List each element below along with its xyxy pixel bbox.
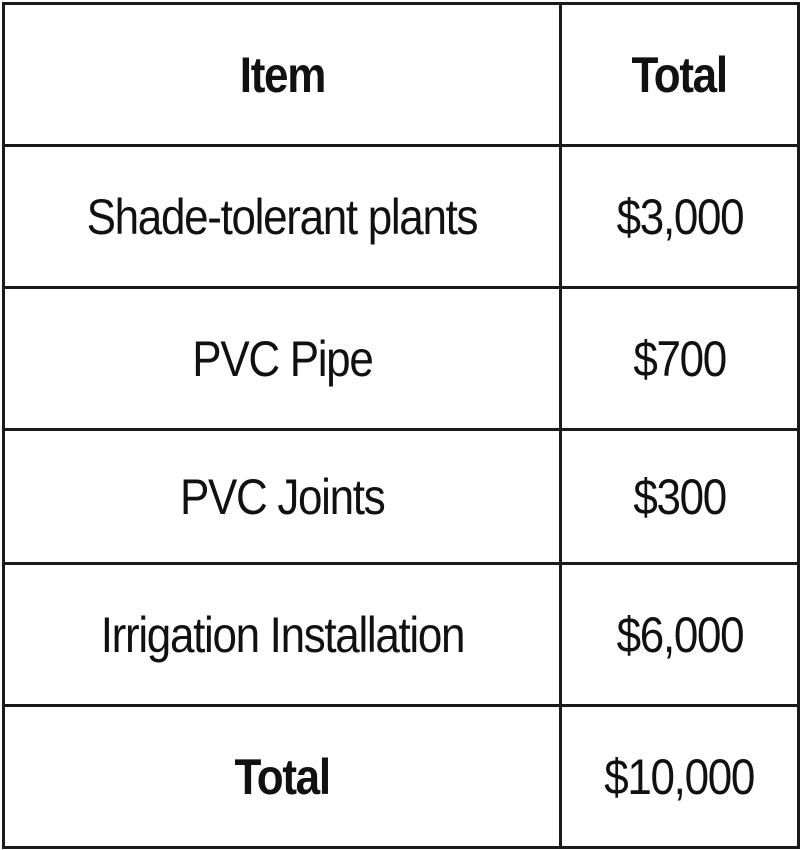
footer-item: Total (2, 704, 562, 849)
cell-total: $700 (559, 286, 800, 431)
cell-item: PVC Joints (2, 428, 562, 565)
cell-total: $3,000 (559, 144, 800, 289)
table-row: PVC Pipe $700 (2, 286, 800, 431)
table-header-row: Item Total (2, 2, 800, 147)
header-total: Total (559, 2, 800, 147)
cell-total: $6,000 (559, 562, 800, 707)
cell-total: $300 (559, 428, 800, 565)
table-row: PVC Joints $300 (2, 428, 800, 565)
cell-item: Shade-tolerant plants (2, 144, 562, 289)
footer-total: $10,000 (559, 704, 800, 849)
cell-item: PVC Pipe (2, 286, 562, 431)
table-footer-row: Total $10,000 (2, 704, 800, 849)
cell-item: Irrigation Installation (2, 562, 562, 707)
header-item: Item (2, 2, 562, 147)
table-row: Irrigation Installation $6,000 (2, 562, 800, 707)
table-row: Shade-tolerant plants $3,000 (2, 144, 800, 289)
